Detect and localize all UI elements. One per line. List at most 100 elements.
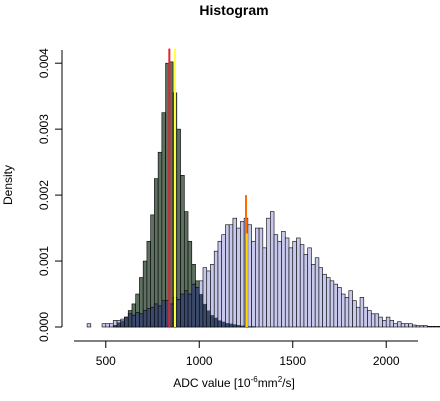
histogram-bar-series-2 xyxy=(229,224,233,324)
histogram-bar-series-2 xyxy=(109,323,114,327)
x-tick-label: 1500 xyxy=(279,354,306,368)
histogram-bar-series-1 xyxy=(157,151,163,328)
histogram-bar-overlap xyxy=(139,313,144,327)
histogram-bar-series-2 xyxy=(303,254,308,327)
histogram-bar-overlap xyxy=(217,320,222,327)
y-ticks-group: 0.000 0.001 0.002 0.003 0.004 xyxy=(37,48,62,342)
histogram-bar-series-2 xyxy=(315,257,319,327)
histogram-bar-series-2 xyxy=(217,241,222,321)
histogram-bar-series-2 xyxy=(416,325,420,327)
histogram-bar-overlap xyxy=(236,325,241,327)
x-tick-label: 500 xyxy=(96,354,116,368)
histogram-bar-series-2 xyxy=(322,274,327,327)
histogram-bar-series-2 xyxy=(270,211,275,327)
histogram-bar-series-2 xyxy=(203,267,207,304)
histogram-bar-overlap xyxy=(195,287,200,327)
histogram-bar-series-2 xyxy=(423,325,428,327)
histogram-bar-series-2 xyxy=(199,280,203,295)
histogram-bar-overlap xyxy=(117,322,121,327)
y-tick-label: 0.003 xyxy=(37,114,51,144)
histogram-bar-overlap xyxy=(124,317,129,327)
histogram-bar-overlap xyxy=(158,305,162,327)
histogram-bar-series-2 xyxy=(341,294,346,327)
histogram-bar-series-2 xyxy=(277,241,282,327)
histogram-bars-group xyxy=(86,61,440,328)
histogram-bar-series-2 xyxy=(247,224,252,327)
histogram-bar-series-2 xyxy=(255,228,260,327)
histogram-bar-series-2 xyxy=(393,323,398,327)
histogram-bar-series-2 xyxy=(225,224,230,324)
reference-lines-group xyxy=(168,48,248,327)
histogram-bar-series-2 xyxy=(401,323,405,327)
histogram-bar-series-2 xyxy=(438,326,440,327)
histogram-bar-series-2 xyxy=(352,300,357,327)
y-tick-label: 0.004 xyxy=(37,48,51,78)
histogram-bar-series-2 xyxy=(221,234,226,322)
histogram-bar-series-2 xyxy=(427,326,432,327)
histogram-bar-series-2 xyxy=(87,323,91,327)
histogram-bar-overlap xyxy=(225,323,230,327)
histogram-bar-series-2 xyxy=(206,270,211,311)
histogram-bar-series-2 xyxy=(281,231,286,327)
y-axis-label: Density xyxy=(1,165,15,205)
histogram-bar-series-2 xyxy=(404,323,409,327)
histogram-bar-series-2 xyxy=(251,241,256,327)
histogram-bar-series-1 xyxy=(161,112,166,328)
histogram-bar-overlap xyxy=(240,325,245,327)
histogram-bar-series-2 xyxy=(382,320,387,327)
histogram-bar-series-2 xyxy=(371,313,375,327)
histogram-bar-overlap xyxy=(161,300,166,327)
histogram-bar-series-2 xyxy=(214,251,218,318)
histogram-bar-overlap xyxy=(247,326,252,327)
x-tick-label: 1000 xyxy=(186,354,213,368)
histogram-bar-series-2 xyxy=(412,325,417,327)
histogram-bar-overlap xyxy=(210,315,215,327)
histogram-bar-series-2 xyxy=(408,323,413,327)
histogram-bar-series-2 xyxy=(389,320,394,327)
histogram-bar-overlap xyxy=(229,323,233,327)
histogram-bar-overlap xyxy=(180,294,185,327)
histogram-bar-overlap xyxy=(135,312,140,327)
histogram-bar-overlap xyxy=(203,303,207,327)
histogram-bar-series-2 xyxy=(397,321,402,327)
histogram-bar-overlap xyxy=(199,294,203,327)
histogram-bar-series-2 xyxy=(345,297,349,327)
x-tick-label: 2000 xyxy=(373,354,400,368)
histogram-bar-series-2 xyxy=(348,290,353,327)
histogram-bar-overlap xyxy=(146,308,151,327)
histogram-bar-series-2 xyxy=(236,228,241,326)
histogram-bar-series-2 xyxy=(266,218,271,327)
histogram-bar-series-2 xyxy=(289,247,293,327)
histogram-bar-overlap xyxy=(214,317,218,327)
histogram-bar-series-2 xyxy=(285,237,289,327)
histogram-bar-series-2 xyxy=(363,307,368,327)
histogram-bar-overlap xyxy=(113,325,117,327)
histogram-bar-series-2 xyxy=(210,264,215,316)
histogram-bar-series-2 xyxy=(378,317,383,327)
histogram-bar-series-2 xyxy=(120,319,125,321)
histogram-bar-overlap xyxy=(120,320,125,327)
histogram-bar-series-2 xyxy=(113,320,117,326)
y-tick-label: 0.000 xyxy=(37,312,51,342)
x-ticks-group: 500 1000 1500 2000 xyxy=(96,341,400,368)
histogram-bar-series-2 xyxy=(300,244,304,327)
histogram-bar-series-2 xyxy=(292,241,297,327)
histogram-bar-overlap xyxy=(251,326,256,327)
histogram-bar-series-2 xyxy=(326,277,331,327)
y-tick-label: 0.001 xyxy=(37,246,51,276)
histogram-bar-series-2 xyxy=(330,280,334,327)
y-tick-label: 0.002 xyxy=(37,180,51,210)
histogram-bar-overlap xyxy=(128,313,132,327)
histogram-bar-series-2 xyxy=(296,237,301,327)
histogram-bar-overlap xyxy=(188,294,192,327)
histogram-bar-series-2 xyxy=(232,218,237,325)
histogram-bar-series-2 xyxy=(105,323,110,327)
histogram-bar-series-2 xyxy=(333,284,338,327)
histogram-bar-overlap xyxy=(176,299,181,327)
histogram-bar-overlap xyxy=(221,321,226,327)
histogram-bar-series-2 xyxy=(434,326,439,327)
histogram-bar-overlap xyxy=(131,315,136,327)
histogram-bar-series-2 xyxy=(274,234,278,327)
axes-group xyxy=(61,50,418,342)
histogram-bar-series-2 xyxy=(356,307,361,327)
